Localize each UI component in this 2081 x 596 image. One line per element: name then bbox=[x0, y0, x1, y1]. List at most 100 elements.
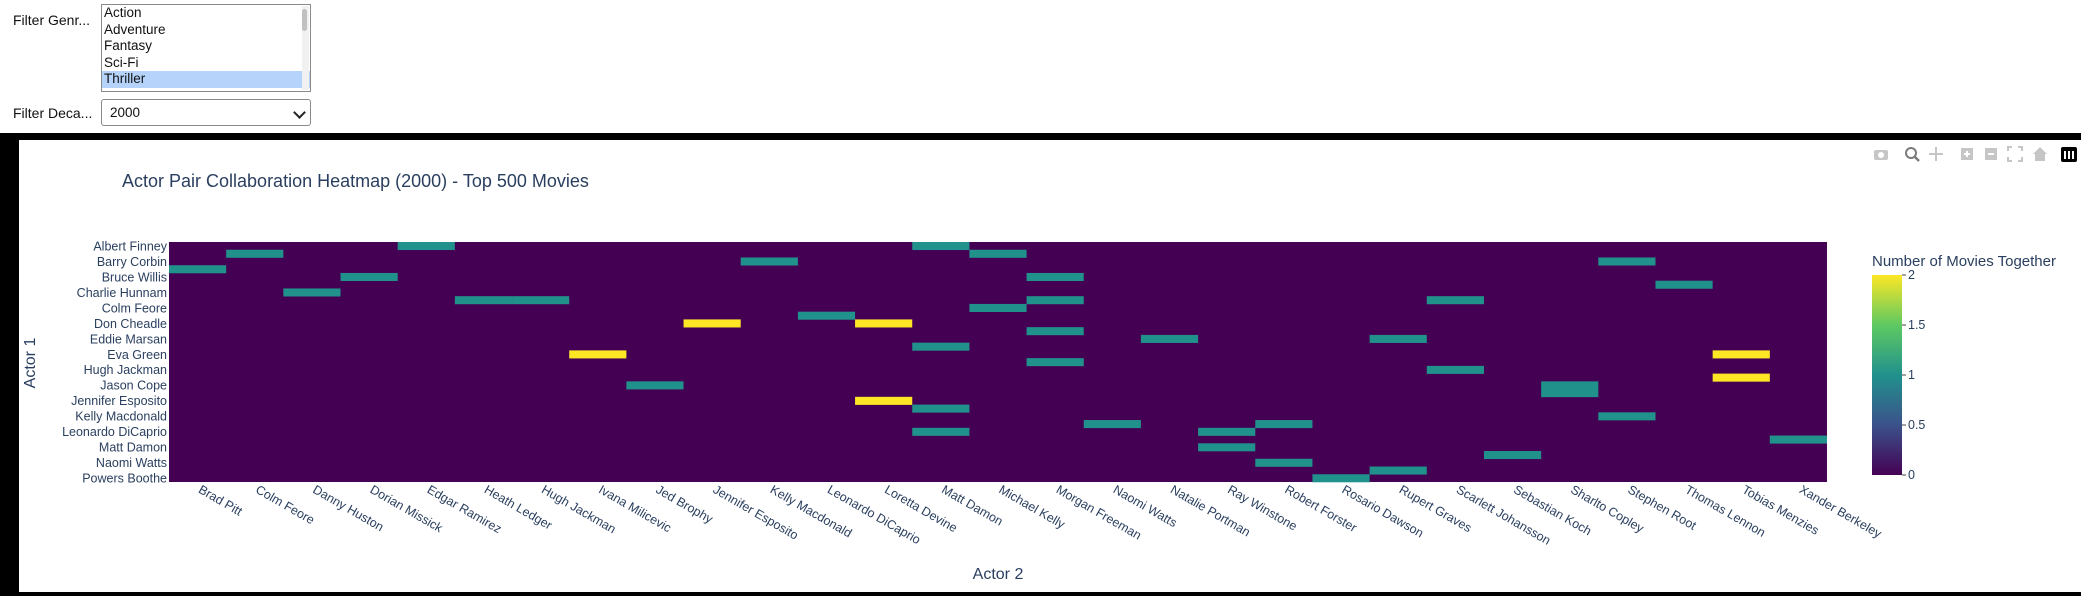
heatmap-cell[interactable] bbox=[1426, 296, 1484, 305]
y-tick-label: Barry Corbin bbox=[97, 255, 167, 269]
heatmap-cell[interactable] bbox=[1198, 427, 1256, 436]
genre-scrollbar[interactable] bbox=[302, 6, 309, 90]
heatmap-cell[interactable] bbox=[1026, 358, 1084, 367]
genre-option-selected[interactable]: Thriller bbox=[102, 71, 310, 88]
heatmap-cell[interactable] bbox=[512, 296, 570, 305]
heatmap-cell[interactable] bbox=[740, 257, 798, 266]
y-tick-label: Naomi Watts bbox=[96, 456, 167, 470]
heatmap-cell[interactable] bbox=[1598, 257, 1656, 266]
heatmap-cell[interactable] bbox=[912, 342, 970, 351]
heatmap-plot-area[interactable] bbox=[169, 242, 1827, 483]
heatmap-cell[interactable] bbox=[1255, 458, 1313, 467]
heatmap-cell[interactable] bbox=[340, 272, 398, 282]
heatmap-cell[interactable] bbox=[1083, 420, 1141, 429]
heatmap-cell[interactable] bbox=[912, 404, 970, 413]
heatmap-cell[interactable] bbox=[1369, 334, 1427, 343]
chart-modebar bbox=[1874, 146, 2077, 162]
y-tick-label: Jennifer Esposito bbox=[71, 394, 167, 408]
heatmap-cell[interactable] bbox=[969, 249, 1027, 258]
heatmap-cell[interactable] bbox=[683, 319, 741, 328]
y-tick-label: Eddie Marsan bbox=[90, 332, 167, 346]
heatmap-cell[interactable] bbox=[1369, 466, 1427, 475]
y-tick-label: Powers Boothe bbox=[82, 472, 167, 486]
heatmap-cell[interactable] bbox=[1426, 365, 1484, 374]
heatmap-cell[interactable] bbox=[1140, 334, 1199, 343]
genre-option[interactable]: Adventure bbox=[104, 21, 166, 37]
genre-option[interactable]: Fantasy bbox=[104, 38, 153, 53]
heatmap-cell[interactable] bbox=[1769, 435, 1827, 444]
decade-select[interactable]: 2000 bbox=[101, 99, 311, 126]
x-tick-label: Leonardo DiCaprio bbox=[825, 482, 923, 547]
heatmap-cell[interactable] bbox=[1712, 373, 1770, 382]
genre-scrollbar-thumb[interactable] bbox=[302, 9, 307, 31]
heatmap-cell[interactable] bbox=[626, 381, 684, 390]
genre-multiselect[interactable]: Action Adventure Fantasy Sci-Fi Thriller bbox=[101, 4, 311, 92]
heatmap-cell[interactable] bbox=[226, 249, 284, 258]
x-tick-label: Colm Feore bbox=[253, 482, 317, 527]
y-tick-label: Don Cheadle bbox=[94, 317, 167, 331]
colorbar-tick-label: 0.5 bbox=[1908, 418, 1925, 432]
colorbar bbox=[1872, 275, 1902, 475]
heatmap-cell[interactable] bbox=[1655, 280, 1713, 289]
heatmap-cell[interactable] bbox=[1541, 381, 1599, 390]
colorbar-title: Number of Movies Together bbox=[1872, 253, 2056, 270]
heatmap-cell[interactable] bbox=[569, 350, 627, 359]
decade-select-value: 2000 bbox=[110, 105, 141, 120]
heatmap-cell[interactable] bbox=[454, 296, 513, 305]
heatmap-cell[interactable] bbox=[1255, 420, 1313, 429]
colorbar-tick-labels: 0 0.5 1 1.5 2 bbox=[1902, 268, 1925, 482]
heatmap-cell[interactable] bbox=[1541, 389, 1599, 398]
chevron-down-icon bbox=[293, 106, 306, 119]
heatmap-cell[interactable] bbox=[855, 396, 913, 405]
genre-option[interactable]: Action bbox=[104, 5, 142, 20]
decade-filter-label: Filter Deca... bbox=[13, 105, 93, 121]
y-tick-label: Colm Feore bbox=[102, 301, 167, 315]
x-tick-label: Scarlett Johansson bbox=[1454, 482, 1553, 547]
heatmap-cell[interactable] bbox=[283, 288, 341, 297]
zoom-out-icon[interactable] bbox=[1985, 148, 1997, 160]
heatmap-background-cell[interactable] bbox=[169, 242, 1827, 482]
genre-filter-label: Filter Genr... bbox=[13, 12, 91, 28]
heatmap-cell[interactable] bbox=[169, 265, 227, 274]
heatmap-cell[interactable] bbox=[1026, 327, 1084, 336]
heatmap-cell[interactable] bbox=[397, 242, 455, 251]
y-tick-label: Eva Green bbox=[107, 348, 167, 362]
heatmap-cell[interactable] bbox=[969, 303, 1027, 312]
x-axis-title: Actor 2 bbox=[973, 566, 1024, 583]
x-tick-label: Brad Pitt bbox=[196, 482, 245, 518]
heatmap-cell[interactable] bbox=[912, 427, 970, 436]
heatmap-cell[interactable] bbox=[1483, 451, 1542, 460]
heatmap-cell[interactable] bbox=[1712, 350, 1770, 359]
heatmap-cell[interactable] bbox=[1026, 272, 1084, 282]
y-tick-label: Bruce Willis bbox=[102, 270, 167, 284]
heatmap-cell[interactable] bbox=[1198, 443, 1256, 452]
colorbar-tick-label: 1 bbox=[1908, 368, 1915, 382]
heatmap-cell[interactable] bbox=[1026, 296, 1084, 305]
plotly-logo-icon[interactable] bbox=[2061, 147, 2077, 162]
y-tick-label: Charlie Hunnam bbox=[77, 286, 167, 300]
heatmap-cell[interactable] bbox=[1312, 474, 1370, 483]
reset-axes-icon[interactable] bbox=[2033, 147, 2047, 161]
y-tick-label: Leonardo DiCaprio bbox=[62, 425, 167, 439]
heatmap-cell[interactable] bbox=[912, 242, 970, 251]
colorbar-tick-label: 2 bbox=[1908, 268, 1915, 282]
zoom-in-icon[interactable] bbox=[1961, 148, 1973, 160]
heatmap-cell[interactable] bbox=[797, 311, 856, 320]
y-tick-label: Matt Damon bbox=[99, 441, 167, 455]
y-tick-label: Hugh Jackman bbox=[84, 363, 167, 377]
filter-controls: Filter Genr... Action Adventure Fantasy … bbox=[0, 0, 2081, 133]
colorbar-tick-label: 1.5 bbox=[1908, 318, 1925, 332]
genre-option[interactable]: Sci-Fi bbox=[104, 54, 139, 70]
camera-icon[interactable] bbox=[1874, 150, 1888, 160]
pan-icon[interactable] bbox=[1929, 147, 1943, 161]
y-tick-label: Jason Cope bbox=[100, 379, 167, 393]
heatmap-cell[interactable] bbox=[855, 319, 913, 328]
zoom-icon[interactable] bbox=[1905, 147, 1920, 162]
y-tick-label: Albert Finney bbox=[93, 239, 167, 253]
chart-panel: Actor Pair Collaboration Heatmap (2000) … bbox=[19, 140, 2081, 592]
autoscale-icon[interactable] bbox=[2007, 146, 2023, 162]
heatmap-cell[interactable] bbox=[1598, 412, 1656, 421]
y-tick-label: Kelly Macdonald bbox=[75, 410, 167, 424]
